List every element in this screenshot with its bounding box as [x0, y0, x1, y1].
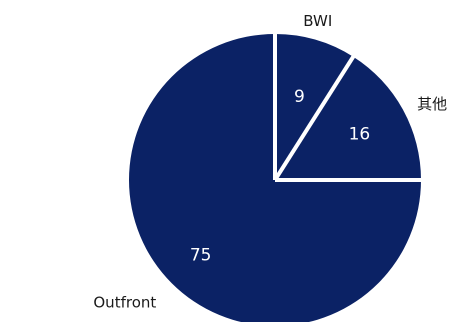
pie-slice-1: [275, 56, 421, 181]
pie-slice-0: [275, 34, 354, 180]
category-label-0: BWI: [303, 12, 332, 30]
slice-value-label-1: 16: [349, 125, 371, 145]
slice-separators: [273, 33, 422, 182]
data-labels: 9 BWI 16 其他 75 Outfront: [93, 12, 447, 312]
category-label-2: Outfront: [93, 294, 156, 312]
slice-value-label-2: 75: [190, 245, 212, 265]
slice-separator-1: [273, 54, 356, 182]
slice-value-label-0: 9: [294, 87, 305, 107]
category-label-1: 其他: [417, 95, 447, 113]
